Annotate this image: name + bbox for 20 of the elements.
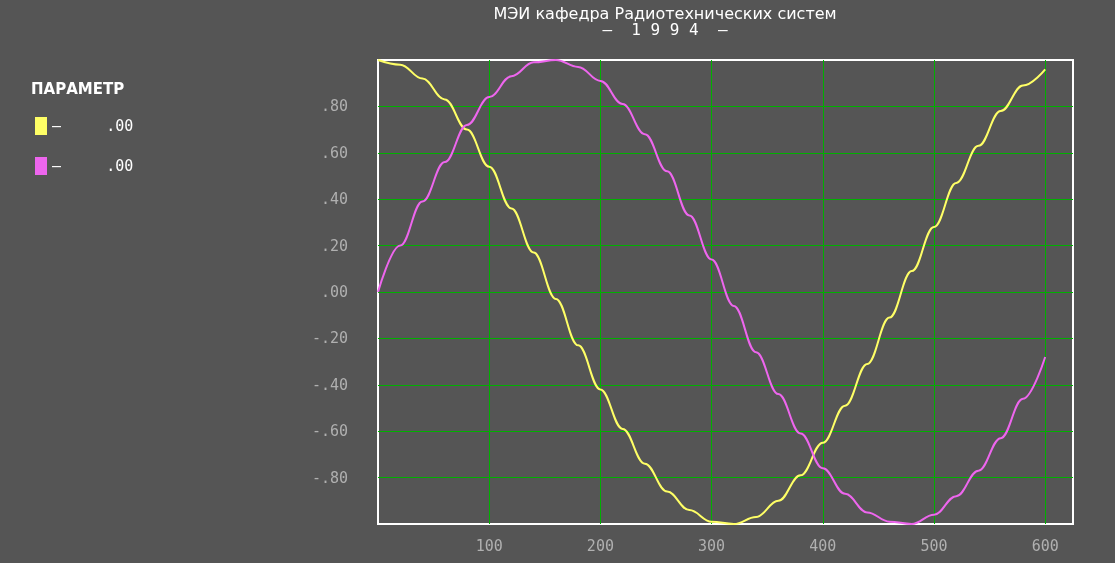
- x-tick-label: 200: [586, 536, 614, 555]
- y-tick-label: .00: [320, 283, 348, 301]
- y-tick-label: -.40: [311, 375, 348, 394]
- x-tick-label: 600: [1031, 536, 1059, 555]
- line-series: [377, 59, 1047, 525]
- x-tick-label: 300: [698, 536, 726, 555]
- y-tick-label: -.80: [311, 468, 348, 487]
- legend-title: ПАРАМЕТР: [31, 79, 125, 98]
- y-tick-label: .40: [320, 190, 348, 209]
- y-tick-label: -.60: [311, 422, 348, 441]
- y-tick-label: -.20: [311, 329, 348, 348]
- legend-label: – .00: [52, 157, 134, 175]
- x-tick-label: 100: [475, 536, 503, 555]
- x-tick-label: 400: [809, 536, 837, 555]
- legend-label: – .00: [52, 117, 134, 135]
- y-tick-label: .60: [320, 143, 348, 162]
- x-tick-label: 500: [920, 536, 948, 555]
- y-tick-label: .80: [320, 97, 348, 116]
- chart-title: МЭИ кафедра Радиотехнических систем: [493, 3, 837, 23]
- y-tick-label: .20: [320, 236, 348, 255]
